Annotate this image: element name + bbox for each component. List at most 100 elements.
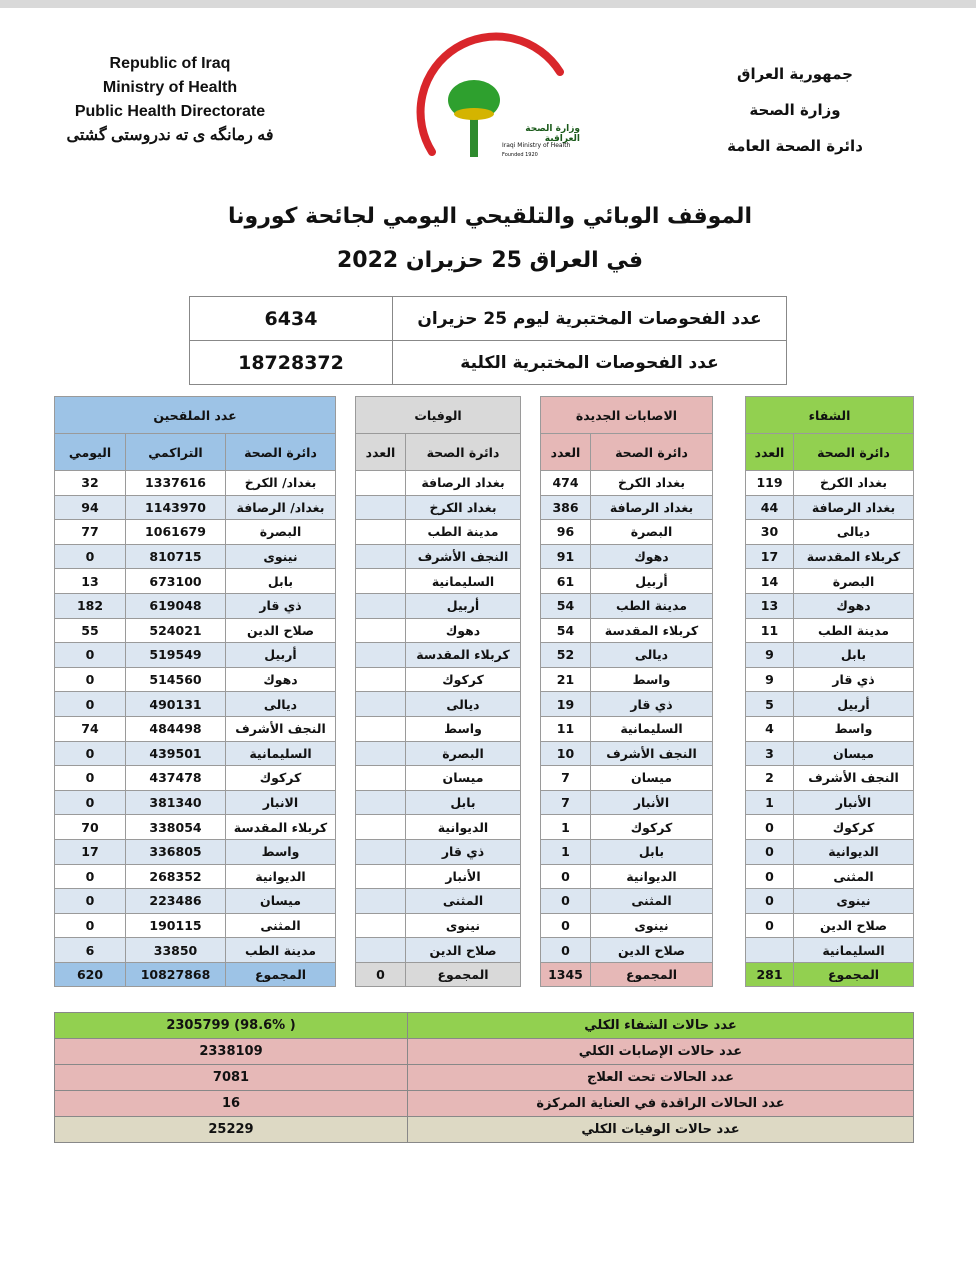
vacc-cumulative: 1143970 <box>125 494 226 521</box>
total-tests-value: 18728372 <box>189 340 393 385</box>
table-row: 0 810715 نينوى النجف الأشرف 91 دهوك 17 كربلاء ا… <box>54 543 914 570</box>
recovery-dept: واسط <box>793 715 914 742</box>
cases-count: 386 <box>540 494 591 521</box>
cases-count: 7 <box>540 765 591 791</box>
header-right: جمهورية العراق وزارة الصحة دائرة الصحة ا… <box>715 56 875 164</box>
recovery-count: 2 <box>745 765 794 791</box>
table-row: 0 223486 ميسان المثنى 0 المثنى 0 نينوى <box>54 888 914 914</box>
deaths-count <box>355 543 406 570</box>
total-label: المجموع <box>590 961 713 988</box>
cases-dept: صلاح الدين <box>590 937 713 963</box>
summary-value: 16 <box>54 1090 408 1117</box>
vacc-daily: 32 <box>54 470 126 496</box>
header-ar-1: جمهورية العراق <box>737 65 853 83</box>
vacc-dept: كربلاء المقدسة <box>225 814 336 840</box>
recovery-count: 9 <box>745 642 794 668</box>
cases-dept: مدينة الطب <box>590 592 713 619</box>
col-dept: دائرة الصحة <box>590 433 713 471</box>
deaths-dept: الأنبار <box>405 863 521 890</box>
vacc-cumulative: 1337616 <box>125 470 226 496</box>
recovery-count: 0 <box>745 838 794 865</box>
header-en-1: Republic of Iraq <box>109 55 231 72</box>
col-count: العدد <box>355 433 406 471</box>
deaths-dept: السليمانية <box>405 568 521 594</box>
cases-dept: الديوانية <box>590 863 713 890</box>
recovery-dept: بابل <box>793 642 914 668</box>
recovery-dept: دهوك <box>793 592 914 619</box>
cases-dept: المثنى <box>590 888 713 914</box>
table-row: 55 524021 صلاح الدين دهوك 54 كربلاء المقدسة 11… <box>54 617 914 644</box>
recovery-dept: بغداد الكرخ <box>793 470 914 496</box>
header-en-2: Ministry of Health <box>102 79 238 96</box>
deaths-count <box>355 838 406 865</box>
section-vaccinated: عدد الملقحين <box>54 396 336 434</box>
recovery-count: 30 <box>745 519 794 545</box>
vacc-cumulative: 437478 <box>125 765 226 791</box>
vacc-daily: 0 <box>54 666 126 693</box>
logo-founded: Founded 1920 <box>502 152 538 158</box>
deaths-count <box>355 592 406 619</box>
summary-label: عدد الحالات تحت العلاج <box>407 1064 914 1091</box>
recovery-count: 14 <box>745 568 794 594</box>
deaths-dept: كربلاء المقدسة <box>405 642 521 668</box>
header-left: Republic of Iraq Ministry of Health Publ… <box>60 52 280 148</box>
vacc-daily: 0 <box>54 863 126 890</box>
section-recovery: الشفاء <box>745 396 914 434</box>
recovery-count: 0 <box>745 863 794 890</box>
deaths-count <box>355 617 406 644</box>
table-row: 0 381340 الانبار بابل 7 الأنبار 1 الأنبار <box>54 789 914 816</box>
stats-table: عدد الملقحين الوفيات الاصابات الجديدة ال… <box>54 396 914 988</box>
vacc-dept: الديوانية <box>225 863 336 890</box>
vacc-daily: 77 <box>54 519 126 545</box>
deaths-dept: ميسان <box>405 765 521 791</box>
cases-dept: النجف الأشرف <box>590 740 713 767</box>
deaths-dept: مدينة الطب <box>405 519 521 545</box>
vacc-cumulative: 514560 <box>125 666 226 693</box>
deaths-count <box>355 863 406 890</box>
recovery-count: 0 <box>745 888 794 914</box>
cases-dept: واسط <box>590 666 713 693</box>
cases-count: 10 <box>540 740 591 767</box>
deaths-count <box>355 666 406 693</box>
vacc-dept: صلاح الدين <box>225 617 336 644</box>
col-dept: دائرة الصحة <box>793 433 914 471</box>
summary-value: ( 98.6%) 2305799 <box>54 1012 408 1039</box>
recovery-count: 5 <box>745 691 794 717</box>
vacc-daily: 0 <box>54 912 126 939</box>
vacc-dept: المثنى <box>225 912 336 939</box>
deaths-dept: النجف الأشرف <box>405 543 521 570</box>
recovery-dept: كركوك <box>793 814 914 840</box>
table-row: 0 439501 السليمانية البصرة 10 النجف الأشرف 3 مي… <box>54 740 914 767</box>
cases-dept: أربيل <box>590 568 713 594</box>
deaths-dept: الديوانية <box>405 814 521 840</box>
deaths-count <box>355 789 406 816</box>
daily-tests-value: 6434 <box>189 296 393 341</box>
vacc-dept: نينوى <box>225 543 336 570</box>
deaths-dept: واسط <box>405 715 521 742</box>
recovery-dept: الأنبار <box>793 789 914 816</box>
recovery-dept: نينوى <box>793 888 914 914</box>
title-line-1: الموقف الوبائي والتلقيحي اليومي لجائحة ك… <box>228 204 752 229</box>
vacc-cumulative: 190115 <box>125 912 226 939</box>
header-en-3: Public Health Directorate <box>74 103 266 120</box>
deaths-dept: المثنى <box>405 888 521 914</box>
vacc-dept: النجف الأشرف <box>225 715 336 742</box>
cases-count: 54 <box>540 592 591 619</box>
vacc-cumulative: 810715 <box>125 543 226 570</box>
col-daily: اليومي <box>54 433 126 471</box>
cases-dept: نينوى <box>590 912 713 939</box>
vacc-cumulative: 268352 <box>125 863 226 890</box>
vacc-dept: أربيل <box>225 642 336 668</box>
vacc-daily: 0 <box>54 642 126 668</box>
total-deaths: 0 <box>355 961 406 988</box>
table-row: 77 1061679 البصرة مدينة الطب 96 البصرة 30 ديالى <box>54 519 914 545</box>
cases-count: 1 <box>540 838 591 865</box>
deaths-count <box>355 715 406 742</box>
deaths-count <box>355 912 406 939</box>
recovery-count: 11 <box>745 617 794 644</box>
table-row: 6 33850 مدينة الطب صلاح الدين 0 صلاح الدين الس… <box>54 937 914 963</box>
recovery-dept: ذي قار <box>793 666 914 693</box>
cases-count: 96 <box>540 519 591 545</box>
total-label: المجموع <box>405 961 521 988</box>
vacc-dept: كركوك <box>225 765 336 791</box>
